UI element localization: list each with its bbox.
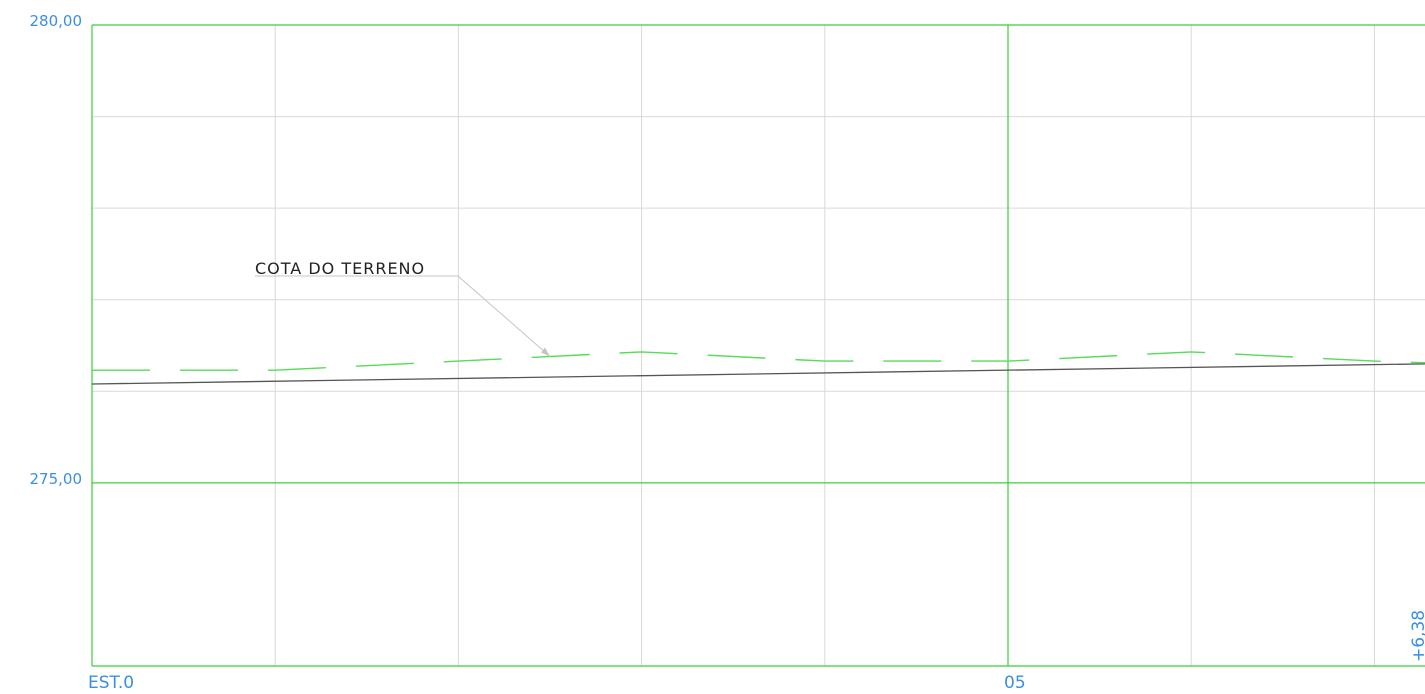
y-tick-label: 275,00 (30, 470, 83, 488)
leader-arrowhead (541, 347, 550, 357)
x-tick-label: EST.0 (88, 673, 134, 693)
annotation-layer: COTA DO TERRENO (255, 259, 551, 357)
axis-labels: 280,00 275,00 EST.0 05 +6,38 (30, 12, 1425, 693)
series-layer (91, 351, 1425, 385)
leader-line (457, 275, 551, 357)
x-tick-label-rotated: +6,38 (1409, 610, 1425, 662)
minor-grid (92, 25, 1425, 667)
x-tick-label: 05 (1004, 673, 1026, 693)
terrain-profile-line (91, 363, 1425, 385)
dashed-profile-line (92, 351, 1425, 371)
major-grid (91, 24, 1425, 667)
annotation-label: COTA DO TERRENO (255, 259, 425, 278)
y-tick-label: 280,00 (30, 12, 83, 30)
